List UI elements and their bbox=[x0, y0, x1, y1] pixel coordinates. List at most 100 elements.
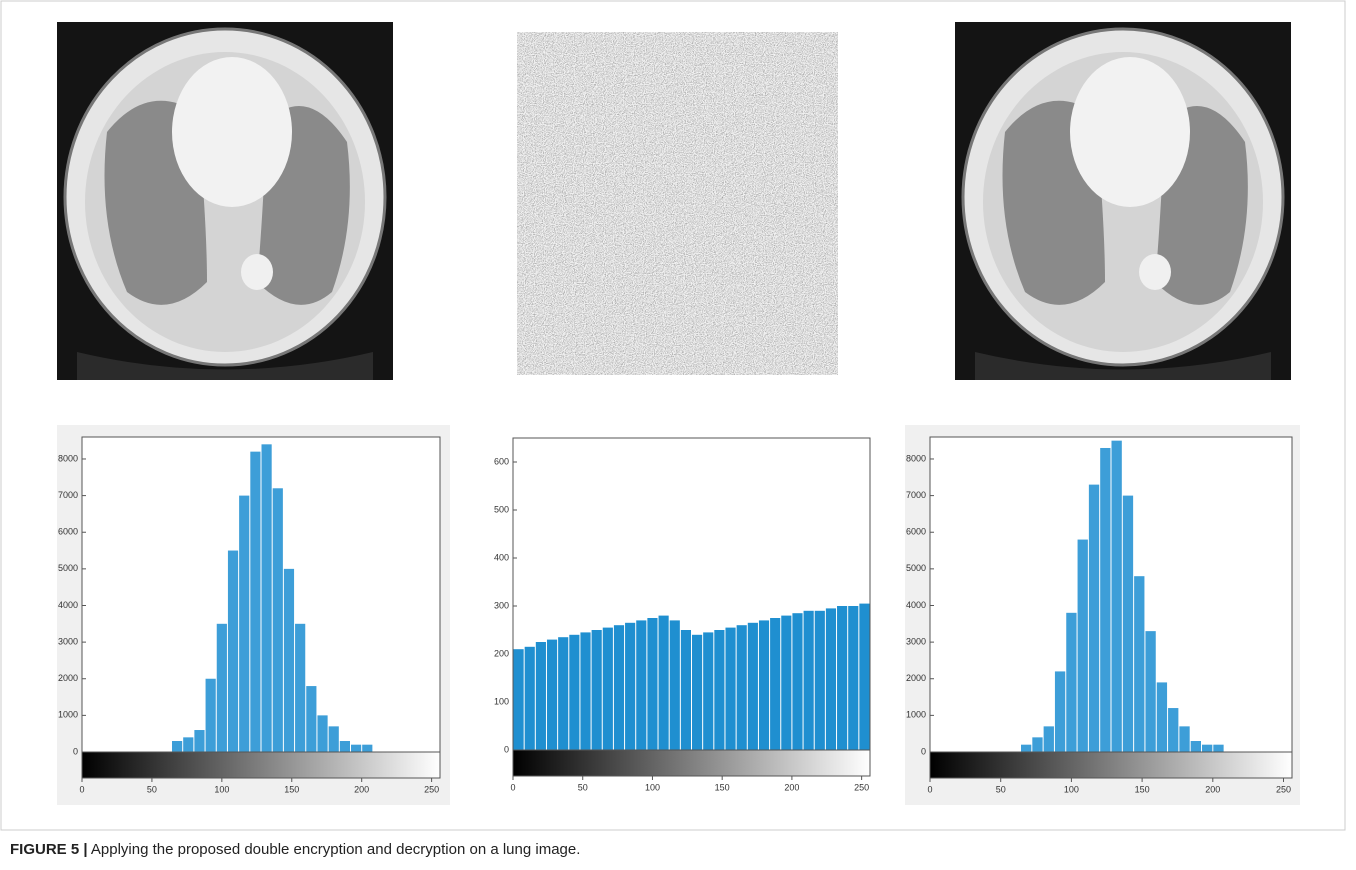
histogram-bar bbox=[1111, 440, 1122, 752]
colorbar bbox=[81, 751, 441, 779]
histogram-bar bbox=[602, 627, 613, 750]
histogram-bar bbox=[1145, 631, 1156, 752]
histogram-bar bbox=[283, 568, 295, 752]
histogram-bar bbox=[239, 495, 250, 752]
histogram-bar bbox=[362, 744, 373, 752]
histogram-bar bbox=[546, 639, 558, 750]
histogram-bar bbox=[1043, 726, 1054, 752]
histogram-bar bbox=[1190, 741, 1201, 752]
y-tick-label: 1000 bbox=[58, 710, 78, 720]
histogram-bar bbox=[669, 620, 680, 750]
histogram-bar bbox=[524, 646, 535, 750]
histogram-bar bbox=[172, 741, 183, 752]
histogram-bar bbox=[1213, 744, 1224, 752]
histogram-bar bbox=[613, 625, 625, 750]
x-tick-label: 250 bbox=[1276, 784, 1291, 794]
histogram-bar bbox=[306, 686, 317, 752]
x-tick-label: 100 bbox=[1064, 784, 1079, 794]
histogram-bar bbox=[647, 618, 658, 750]
colorbar bbox=[929, 751, 1293, 779]
y-tick-label: 8000 bbox=[58, 453, 78, 463]
plot-area bbox=[929, 436, 1293, 753]
histogram-bar bbox=[1168, 708, 1179, 752]
histogram-bar bbox=[339, 741, 350, 752]
y-tick-label: 8000 bbox=[906, 453, 926, 463]
y-tick-label: 6000 bbox=[906, 527, 926, 537]
y-tick-label: 0 bbox=[921, 746, 926, 756]
histogram-bar bbox=[227, 550, 239, 752]
y-tick-label: 600 bbox=[494, 456, 509, 466]
x-tick-label: 150 bbox=[1135, 784, 1150, 794]
histogram-bar bbox=[1156, 682, 1168, 752]
histogram-bar bbox=[580, 632, 591, 750]
x-tick-label: 150 bbox=[284, 784, 299, 794]
y-tick-label: 0 bbox=[73, 746, 78, 756]
histogram-bar bbox=[1054, 671, 1066, 752]
histogram-bar bbox=[1179, 726, 1190, 752]
x-tick-label: 0 bbox=[79, 784, 84, 794]
y-tick-label: 500 bbox=[494, 504, 509, 514]
histogram-bar bbox=[848, 606, 859, 750]
y-tick-label: 5000 bbox=[906, 563, 926, 573]
x-tick-label: 0 bbox=[510, 782, 515, 792]
histogram-bar bbox=[792, 613, 803, 750]
histogram-bar bbox=[736, 625, 747, 750]
histogram-bar bbox=[535, 642, 546, 750]
y-tick-label: 2000 bbox=[58, 673, 78, 683]
histogram-bar bbox=[1134, 576, 1145, 752]
histogram-bar bbox=[591, 630, 602, 750]
histogram-bar bbox=[814, 610, 825, 750]
y-tick-label: 7000 bbox=[906, 490, 926, 500]
y-tick-label: 7000 bbox=[58, 490, 78, 500]
histogram-bar bbox=[692, 634, 703, 750]
histogram-bar bbox=[636, 620, 647, 750]
histogram-bar bbox=[625, 622, 636, 750]
caption: FIGURE 5 | Applying the proposed double … bbox=[10, 841, 580, 858]
encrypted-image bbox=[517, 32, 838, 375]
x-tick-label: 250 bbox=[854, 782, 869, 792]
y-tick-label: 6000 bbox=[58, 527, 78, 537]
histogram-bar bbox=[725, 627, 736, 750]
y-tick-label: 100 bbox=[494, 696, 509, 706]
histogram-bar bbox=[803, 610, 814, 750]
original-image bbox=[55, 20, 395, 382]
histogram-bar bbox=[1088, 484, 1100, 752]
histogram-bar bbox=[1021, 744, 1032, 752]
histogram-bar bbox=[781, 615, 792, 750]
x-tick-label: 50 bbox=[578, 782, 588, 792]
x-tick-label: 250 bbox=[424, 784, 439, 794]
histogram-bar bbox=[825, 608, 837, 750]
caption-label: FIGURE 5 | bbox=[10, 841, 88, 858]
histogram-bar bbox=[1100, 447, 1111, 752]
figure-frame bbox=[0, 0, 1346, 831]
x-tick-label: 200 bbox=[784, 782, 799, 792]
histogram-bar bbox=[250, 451, 261, 752]
colorbar bbox=[512, 749, 871, 777]
histogram-bar bbox=[747, 622, 758, 750]
histogram-bar bbox=[513, 649, 524, 750]
y-tick-label: 1000 bbox=[906, 710, 926, 720]
y-tick-label: 0 bbox=[504, 744, 509, 754]
y-tick-label: 3000 bbox=[58, 636, 78, 646]
histogram-bar bbox=[194, 730, 205, 752]
y-tick-label: 400 bbox=[494, 552, 509, 562]
histogram-bar bbox=[183, 737, 194, 752]
histogram-bar bbox=[859, 603, 870, 750]
x-tick-label: 150 bbox=[715, 782, 730, 792]
decrypted-image bbox=[953, 20, 1293, 382]
histogram-bar bbox=[272, 488, 283, 752]
y-tick-label: 3000 bbox=[906, 636, 926, 646]
y-tick-label: 2000 bbox=[906, 673, 926, 683]
histogram-bar bbox=[714, 630, 725, 750]
histogram-bar bbox=[758, 620, 770, 750]
y-tick-label: 5000 bbox=[58, 563, 78, 573]
histogram-bar bbox=[261, 444, 272, 752]
x-tick-label: 100 bbox=[645, 782, 660, 792]
histogram-bar bbox=[569, 634, 580, 750]
x-tick-label: 200 bbox=[354, 784, 369, 794]
plot-area bbox=[81, 436, 441, 753]
histogram-bar bbox=[351, 744, 362, 752]
histogram-bar bbox=[1032, 737, 1043, 752]
